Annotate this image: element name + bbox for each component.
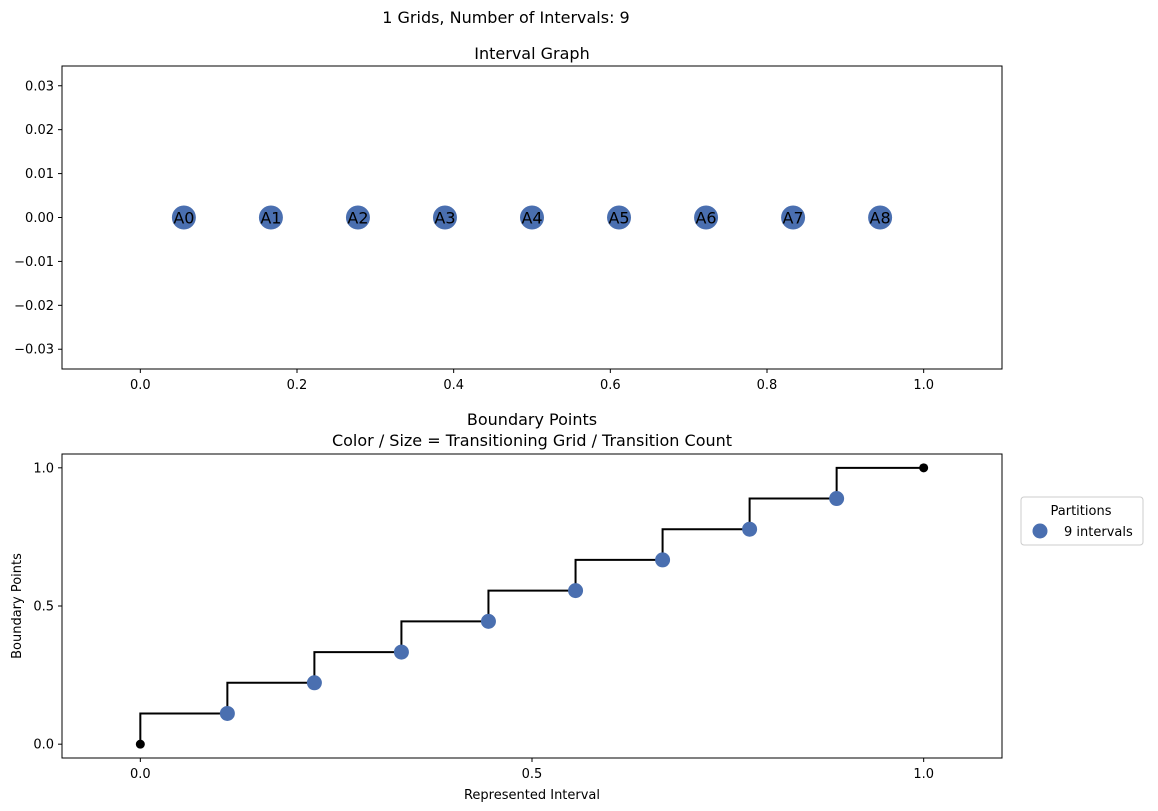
node-label-a8: A8	[870, 209, 891, 228]
boundary-points-title: Boundary Points	[467, 410, 597, 429]
boundary-points-y-axis: 0.0 0.5 1.0	[33, 461, 62, 753]
interval-graph-x-tick-label: 0.6	[600, 378, 621, 393]
boundary-points-x-axis: 0.0 0.5 1.0	[130, 758, 934, 782]
legend: Partitions 9 intervals	[1020, 496, 1144, 546]
node-label-a7: A7	[783, 209, 804, 228]
interval-graph-y-tick-label: −0.03	[14, 343, 54, 358]
interval-graph-y-tick-label: 0.03	[25, 79, 54, 94]
node-a7	[781, 205, 806, 230]
figure-suptitle: 1 Grids, Number of Intervals: 9	[382, 8, 629, 27]
interval-graph-y-axis: 0.03 0.02 0.01 0.00 −0.01 −0.02 −0.03	[14, 79, 62, 358]
interval-graph-y-tick-label: −0.02	[14, 299, 54, 314]
interval-graph-x-axis: 0.0 0.2 0.4 0.6 0.8 1.0	[130, 369, 934, 393]
boundary-points-x-tick-label: 1.0	[913, 767, 934, 782]
boundary-points-panel: Boundary Points Color / Size = Transitio…	[10, 410, 1003, 803]
boundary-point-3	[393, 644, 409, 660]
node-a3	[432, 205, 457, 230]
interval-graph-x-tick-label: 0.2	[287, 378, 308, 393]
boundary-point-2	[306, 675, 322, 691]
boundary-points-x-tick-label: 0.5	[522, 767, 543, 782]
legend-title: Partitions	[1051, 504, 1112, 519]
legend-entry-9-intervals: 9 intervals	[1064, 525, 1133, 540]
interval-graph-y-tick-label: −0.01	[14, 255, 54, 270]
boundary-points-y-tick-label: 0.0	[33, 738, 54, 753]
interval-graph-nodes: A0 A1 A2 A3 A4 A5 A6 A7 A8	[171, 205, 893, 230]
legend-marker-9-intervals	[1032, 523, 1048, 539]
x-axis-label: Represented Interval	[464, 788, 600, 803]
boundary-point-6	[655, 552, 671, 568]
boundary-point-5	[568, 583, 584, 599]
interval-graph-y-tick-label: 0.02	[25, 123, 54, 138]
node-a0	[171, 205, 196, 230]
interval-graph-x-tick-label: 0.0	[130, 378, 151, 393]
node-label-a1: A1	[260, 209, 281, 228]
node-label-a5: A5	[608, 209, 629, 228]
node-a4	[520, 205, 544, 230]
node-a8	[868, 205, 893, 230]
endpoint-marker-0	[135, 739, 145, 749]
boundary-points-frame	[61, 453, 1003, 759]
boundary-point-7	[742, 521, 758, 537]
node-label-a4: A4	[521, 209, 542, 228]
boundary-points-y-tick-label: 0.5	[33, 600, 54, 615]
interval-graph-y-tick-label: 0.00	[25, 211, 54, 226]
y-axis-label: Boundary Points	[10, 553, 25, 659]
interval-graph-x-tick-label: 0.8	[757, 378, 778, 393]
boundary-step-line	[139, 466, 924, 745]
node-a2	[345, 205, 370, 230]
legend-box	[1020, 496, 1144, 546]
endpoint-marker-1	[919, 463, 929, 473]
node-label-a2: A2	[347, 209, 368, 228]
boundary-point-8	[829, 491, 845, 507]
interval-graph-panel: Interval Graph 0.0 0.2 0.4 0.6 0.8 1.0 0.030.…	[14, 44, 1003, 393]
boundary-points-y-tick-label: 1.0	[33, 461, 54, 476]
boundary-points-markers	[135, 463, 929, 749]
node-a5	[607, 205, 632, 230]
node-label-a0: A0	[173, 209, 194, 228]
boundary-points-x-tick-label: 0.0	[130, 767, 151, 782]
interval-graph-title: Interval Graph	[474, 44, 589, 63]
interval-graph-x-tick-label: 0.4	[443, 378, 464, 393]
interval-graph-x-tick-label: 1.0	[913, 378, 934, 393]
boundary-point-1	[219, 705, 235, 721]
node-label-a6: A6	[695, 209, 716, 228]
node-a1	[258, 205, 283, 230]
node-label-a3: A3	[434, 209, 455, 228]
boundary-point-4	[480, 613, 496, 629]
node-a6	[694, 205, 719, 230]
boundary-points-subtitle: Color / Size = Transitioning Grid / Tran…	[332, 431, 732, 450]
interval-graph-y-tick-label: 0.01	[25, 167, 54, 182]
